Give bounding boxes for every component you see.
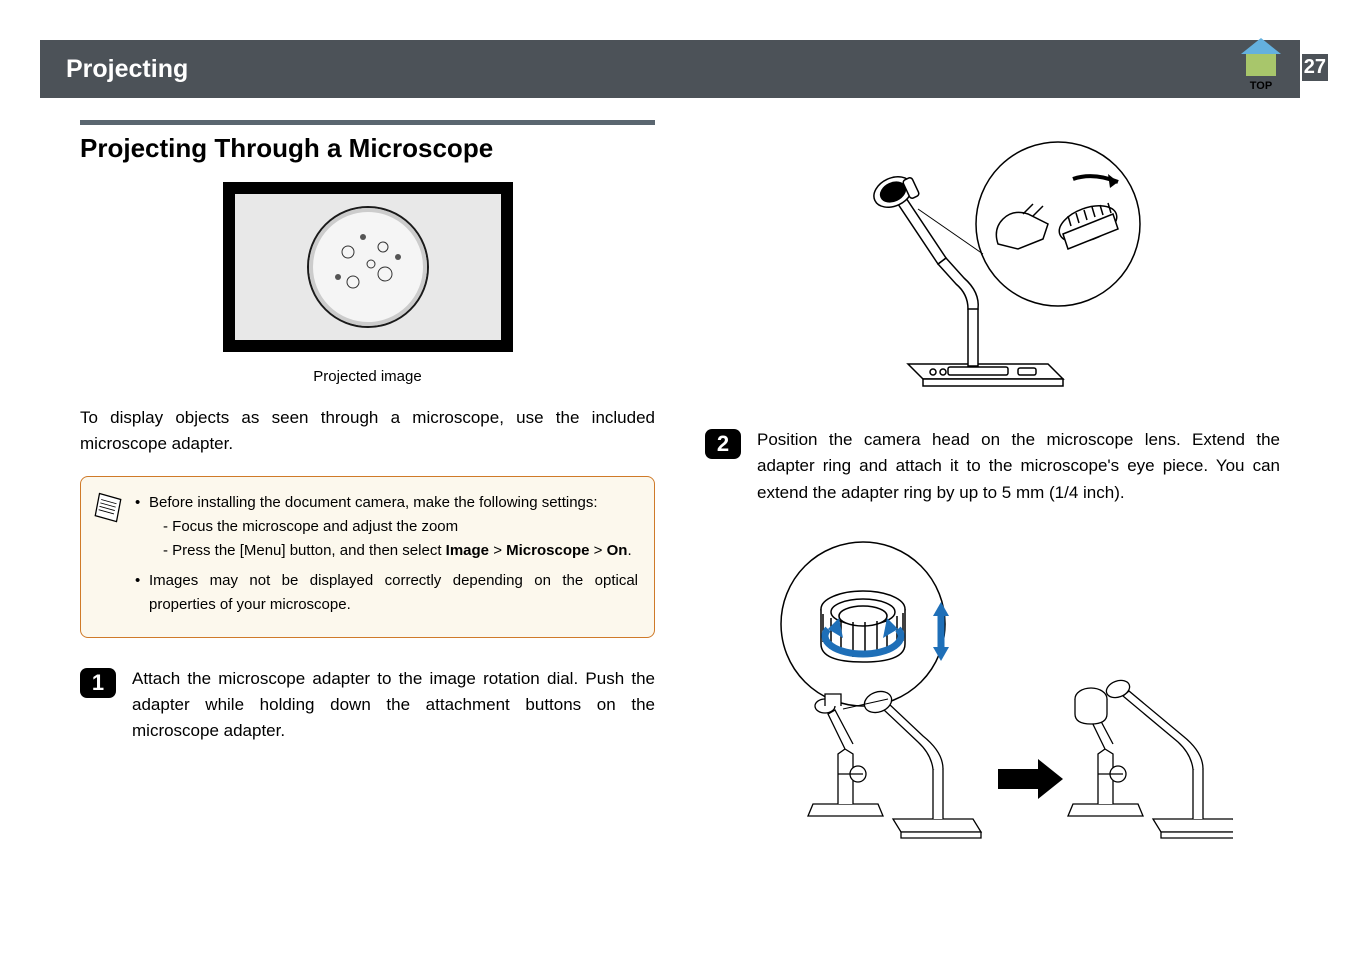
header-bar: Projecting [40, 40, 1300, 98]
projected-image-figure: Projected image [80, 182, 655, 385]
top-nav-icon[interactable]: TOP [1234, 30, 1288, 92]
intro-paragraph: To display objects as seen through a mic… [80, 405, 655, 458]
note-bullet-1-intro: Before installing the document camera, m… [149, 494, 598, 511]
note-list: Before installing the document camera, m… [135, 491, 638, 617]
microscope-mount-figure [753, 534, 1233, 859]
adapter-attach-illustration [818, 134, 1168, 394]
page: Projecting TOP 27 Projecting Through a M… [0, 0, 1350, 954]
content-area: Projecting Through a Microscope Pr [80, 120, 1280, 914]
note-sub-2: - Press the [Menu] button, and then sele… [149, 539, 638, 563]
step-1-text: Attach the microscope adapter to the ima… [132, 666, 655, 745]
step-2-badge: 2 [705, 429, 741, 459]
note-icon [91, 491, 125, 525]
microscope-mount-illustration [753, 534, 1233, 854]
projected-image-illustration [223, 182, 513, 362]
step-2: 2 Position the camera head on the micros… [705, 427, 1280, 506]
page-title: Projecting [66, 55, 188, 84]
note-bullet-1: Before installing the document camera, m… [135, 491, 638, 563]
note-box: Before installing the document camera, m… [80, 476, 655, 638]
section-divider [80, 120, 655, 125]
adapter-attach-figure [818, 134, 1168, 399]
section-heading: Projecting Through a Microscope [80, 133, 655, 164]
step-2-text: Position the camera head on the microsco… [757, 427, 1280, 506]
note-sub-1: - Focus the microscope and adjust the zo… [149, 515, 638, 539]
page-number: 27 [1302, 54, 1328, 81]
note-bullet-2: Images may not be displayed correctly de… [135, 569, 638, 617]
right-column: 2 Position the camera head on the micros… [705, 120, 1280, 914]
top-icon-label: TOP [1250, 80, 1272, 92]
projected-image-caption: Projected image [313, 368, 421, 385]
step-1: 1 Attach the microscope adapter to the i… [80, 666, 655, 745]
home-icon [1243, 42, 1279, 78]
step-1-badge: 1 [80, 668, 116, 698]
left-column: Projecting Through a Microscope Pr [80, 120, 655, 914]
